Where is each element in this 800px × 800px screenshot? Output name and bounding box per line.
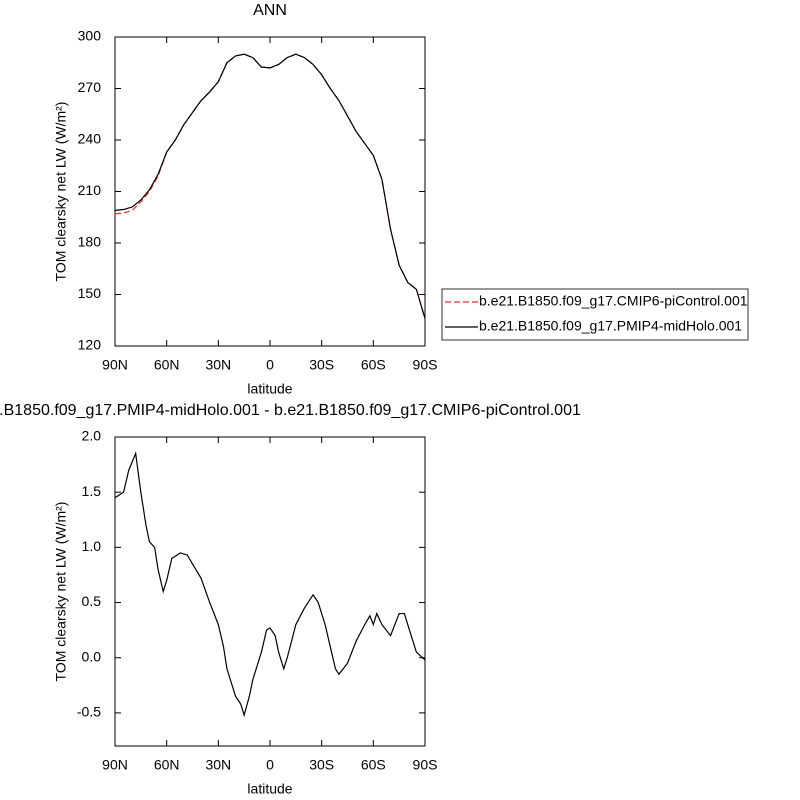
x-tick-label: 90N — [102, 357, 128, 373]
x-tick-label: 30N — [205, 357, 231, 373]
y-tick-label: 300 — [78, 28, 102, 44]
y-tick-label: -0.5 — [77, 704, 101, 720]
y-tick-label: 180 — [78, 234, 102, 250]
x-tick-label: 0 — [266, 757, 274, 773]
chart-title: b.e21.B1850.f09_g17.PMIP4-midHolo.001 - … — [0, 402, 581, 419]
y-tick-label: 0.0 — [82, 648, 102, 664]
y-tick-label: 120 — [78, 337, 102, 353]
x-tick-label: 90N — [102, 757, 128, 773]
y-tick-label: 2.0 — [82, 428, 102, 444]
x-tick-label: 60S — [361, 357, 386, 373]
y-axis-label: TOM clearsky net LW (W/m²) — [53, 502, 69, 682]
x-tick-label: 30N — [205, 757, 231, 773]
plot-frame — [114, 436, 426, 747]
x-axis-label: latitude — [247, 781, 292, 797]
x-tick-label: 90S — [413, 357, 438, 373]
plot-frame — [114, 36, 426, 347]
x-axis-label: latitude — [247, 381, 292, 397]
chart-title: ANN — [253, 2, 287, 19]
legend-box — [441, 288, 749, 341]
y-tick-label: 1.5 — [82, 483, 102, 499]
data-line — [114, 53, 426, 319]
y-tick-label: 240 — [78, 131, 102, 147]
x-tick-label: 60S — [361, 757, 386, 773]
data-line — [114, 53, 426, 319]
y-tick-label: 1.0 — [82, 538, 102, 554]
x-tick-label: 30S — [309, 357, 334, 373]
x-tick-label: 60N — [154, 357, 180, 373]
y-axis-label: TOM clearsky net LW (W/m²) — [53, 102, 69, 282]
y-tick-label: 210 — [78, 182, 102, 198]
y-tick-label: 150 — [78, 285, 102, 301]
legend-label: b.e21.B1850.f09_g17.PMIP4-midHolo.001 — [479, 318, 742, 334]
legend-label: b.e21.B1850.f09_g17.CMIP6-piControl.001 — [479, 293, 748, 309]
data-line — [114, 451, 426, 718]
y-tick-label: 0.5 — [82, 593, 102, 609]
y-tick-label: 270 — [78, 79, 102, 95]
x-tick-label: 90S — [413, 757, 438, 773]
x-tick-label: 60N — [154, 757, 180, 773]
x-tick-label: 0 — [266, 357, 274, 373]
x-tick-label: 30S — [309, 757, 334, 773]
